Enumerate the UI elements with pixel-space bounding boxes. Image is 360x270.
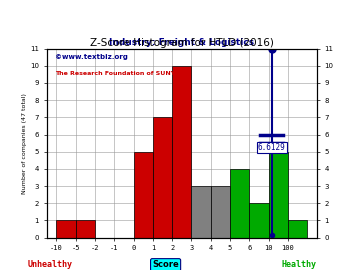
Text: Healthy: Healthy [281, 260, 316, 269]
Text: Score: Score [152, 260, 179, 269]
Bar [288, 220, 307, 238]
Text: Unhealthy: Unhealthy [28, 260, 73, 269]
Text: ©www.textbiz.org: ©www.textbiz.org [55, 54, 128, 60]
Text: Industry: Freight & Logistics: Industry: Freight & Logistics [109, 38, 255, 47]
Text: The Research Foundation of SUNY: The Research Foundation of SUNY [55, 71, 175, 76]
Bar [249, 203, 269, 238]
Bar [269, 152, 288, 238]
Bar [192, 186, 211, 238]
Bar [172, 66, 192, 238]
Bar [76, 220, 95, 238]
Bar [211, 186, 230, 238]
Bar [153, 117, 172, 238]
Bar [230, 169, 249, 238]
Bar [57, 220, 76, 238]
Y-axis label: Number of companies (47 total): Number of companies (47 total) [22, 93, 27, 194]
Title: Z-Score Histogram for HTLD (2016): Z-Score Histogram for HTLD (2016) [90, 38, 274, 48]
Text: 6.6129: 6.6129 [258, 143, 285, 152]
Bar [134, 152, 153, 238]
